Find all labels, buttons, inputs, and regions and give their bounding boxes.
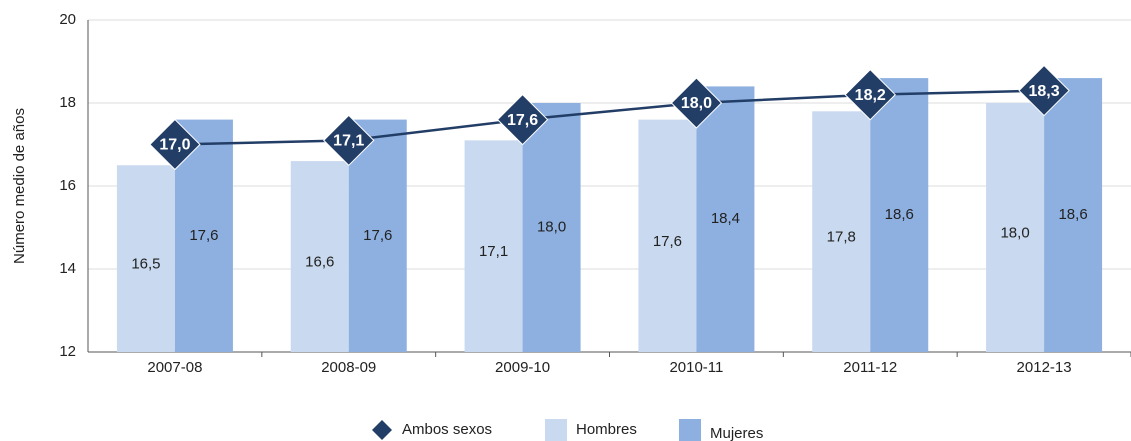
line-value-label: 18,0 <box>681 95 712 112</box>
x-tick-label: 2011-12 <box>843 359 897 376</box>
x-tick-label: 2010-11 <box>669 359 723 376</box>
bar <box>986 103 1045 352</box>
bar-value-label: 17,8 <box>827 229 856 246</box>
y-axis-title: Número medio de años <box>11 108 28 264</box>
bar <box>464 140 523 352</box>
y-tick-label: 20 <box>59 11 76 28</box>
y-tick-label: 16 <box>59 177 76 194</box>
x-tick-label: 2008-09 <box>321 359 376 376</box>
x-tick-label: 2012-13 <box>1017 359 1072 376</box>
legend-label: Hombres <box>576 421 637 438</box>
line-value-label: 18,3 <box>1029 83 1060 100</box>
line-value-label: 17,0 <box>159 137 190 154</box>
bar-value-label: 16,6 <box>305 254 334 271</box>
diamond-marker <box>496 93 549 146</box>
bar <box>638 119 697 352</box>
line-value-label: 17,1 <box>333 133 364 150</box>
bar-value-label: 18,4 <box>711 210 740 227</box>
line-value-label: 18,2 <box>855 87 886 104</box>
diamond-marker <box>670 77 723 129</box>
bar-value-label: 17,6 <box>363 227 392 244</box>
bar-value-label: 16,5 <box>131 256 160 273</box>
bar-value-label: 18,6 <box>885 206 914 223</box>
x-tick-label: 2007-08 <box>147 359 202 376</box>
diamond-marker <box>844 68 896 121</box>
bar <box>116 165 175 352</box>
y-tick-label: 12 <box>59 343 76 360</box>
y-tick-label: 18 <box>59 94 76 111</box>
legend-swatch <box>679 419 701 441</box>
bar <box>290 161 349 352</box>
diamond-marker <box>149 118 201 171</box>
line <box>174 89 1045 146</box>
diamond-marker <box>1018 64 1070 117</box>
bar <box>522 103 581 352</box>
diamond-marker <box>323 114 375 167</box>
bar-value-label: 18,0 <box>1000 224 1029 241</box>
bar <box>1044 78 1103 352</box>
bar-value-label: 17,6 <box>653 233 682 250</box>
x-tick-label: 2009-10 <box>495 359 550 376</box>
bar <box>348 119 407 352</box>
bar-value-label: 18,6 <box>1058 206 1087 223</box>
line-value-label: 17,6 <box>507 112 538 129</box>
bar-value-label: 17,6 <box>189 227 218 244</box>
legend-marker <box>372 420 392 440</box>
legend-label: Ambos sexos <box>402 421 492 438</box>
bar <box>812 111 871 352</box>
bar-value-label: 18,0 <box>537 218 566 235</box>
bar <box>870 78 929 352</box>
legend-swatch <box>545 419 567 441</box>
legend-label: Mujeres <box>710 425 763 441</box>
y-tick-label: 14 <box>59 260 76 277</box>
bar <box>696 86 755 353</box>
bar-value-label: 17,1 <box>479 243 508 260</box>
